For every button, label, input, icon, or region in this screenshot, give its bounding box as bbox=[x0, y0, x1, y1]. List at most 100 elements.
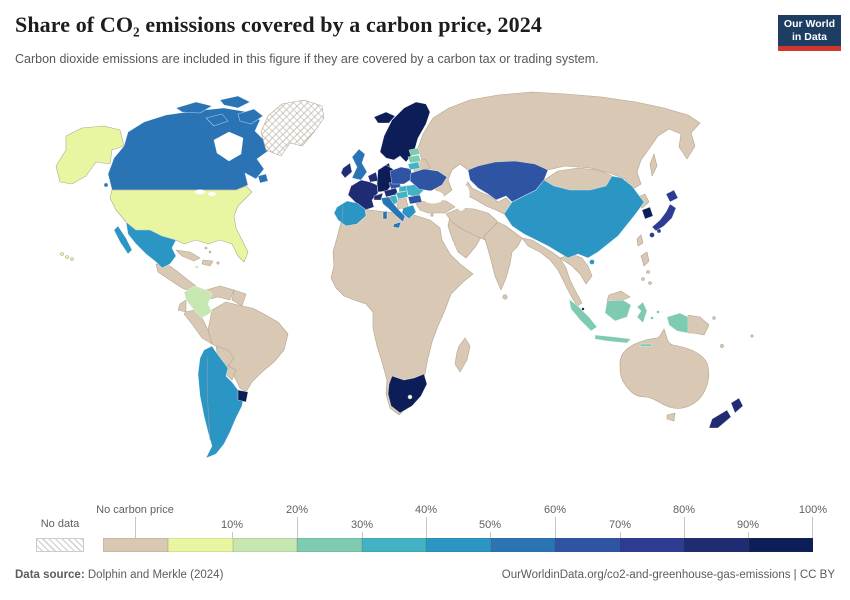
legend-bin-80-90[interactable] bbox=[684, 538, 749, 552]
legend-bin-30-40[interactable] bbox=[361, 538, 426, 552]
country-mexico[interactable] bbox=[125, 221, 177, 269]
canada-arctic-island[interactable] bbox=[205, 113, 229, 127]
region-mainland-southeast-asia[interactable] bbox=[521, 237, 583, 307]
country-bulgaria[interactable] bbox=[407, 194, 423, 205]
indonesia-java[interactable] bbox=[594, 334, 632, 344]
country-china[interactable] bbox=[503, 175, 645, 259]
china-hainan[interactable] bbox=[589, 259, 595, 265]
mexico-baja[interactable] bbox=[113, 225, 133, 255]
italy-sicily[interactable] bbox=[392, 221, 402, 229]
country-cyprus[interactable] bbox=[430, 213, 434, 217]
new-zealand-north-island[interactable] bbox=[730, 397, 744, 414]
legend-no-data-swatch[interactable] bbox=[36, 538, 84, 552]
indonesia-maluku[interactable] bbox=[656, 310, 660, 314]
caribbean-island[interactable] bbox=[216, 261, 220, 265]
canada-arctic-island[interactable] bbox=[175, 101, 213, 114]
country-ukraine[interactable] bbox=[409, 168, 448, 192]
country-ecuador[interactable] bbox=[177, 299, 187, 313]
country-south-korea[interactable] bbox=[641, 206, 654, 220]
legend-bin-50-60[interactable] bbox=[490, 538, 555, 552]
legend-bin-10-20[interactable] bbox=[232, 538, 297, 552]
canada-arctic-island[interactable] bbox=[237, 108, 264, 125]
country-iceland[interactable] bbox=[373, 111, 396, 124]
region-guyanas[interactable] bbox=[231, 289, 247, 307]
country-papua-new-guinea[interactable] bbox=[687, 314, 710, 336]
indonesia-maluku[interactable] bbox=[650, 316, 654, 320]
japan-hokkaido[interactable] bbox=[665, 189, 679, 203]
japan-shikoku[interactable] bbox=[656, 228, 662, 234]
owid-logo-line2: in Data bbox=[791, 30, 827, 43]
caspian-sea bbox=[456, 185, 470, 211]
country-canada[interactable] bbox=[107, 107, 269, 191]
usa-hawaii[interactable] bbox=[70, 257, 74, 261]
country-switzerland[interactable] bbox=[373, 192, 384, 201]
country-lesotho[interactable] bbox=[407, 394, 413, 400]
country-ireland[interactable] bbox=[340, 162, 353, 179]
region-benelux[interactable] bbox=[367, 171, 379, 183]
indonesia-west-papua[interactable] bbox=[666, 312, 689, 334]
country-greenland[interactable] bbox=[260, 99, 325, 157]
country-jamaica[interactable] bbox=[193, 265, 200, 270]
country-tasmania[interactable] bbox=[666, 412, 676, 422]
country-russia[interactable] bbox=[417, 91, 701, 197]
philippines-island[interactable] bbox=[641, 277, 645, 281]
page-subtitle: Carbon dioxide emissions are included in… bbox=[15, 52, 599, 66]
country-colombia[interactable] bbox=[183, 285, 213, 319]
country-sri-lanka[interactable] bbox=[502, 294, 508, 300]
country-lithuania[interactable] bbox=[407, 161, 421, 171]
country-peru[interactable] bbox=[183, 309, 213, 345]
country-singapore[interactable] bbox=[581, 307, 585, 311]
legend-bin-no-carbon-price[interactable] bbox=[103, 538, 168, 552]
country-cuba[interactable] bbox=[175, 249, 201, 262]
legend-tick-label: 90% bbox=[736, 519, 760, 531]
usa-alaska[interactable] bbox=[55, 125, 125, 185]
country-sakhalin[interactable] bbox=[649, 153, 658, 177]
pacific-island[interactable] bbox=[720, 344, 724, 348]
region-malaysia-borneo[interactable] bbox=[606, 290, 631, 302]
legend-bin-70-80[interactable] bbox=[619, 538, 684, 552]
country-madagascar[interactable] bbox=[454, 337, 471, 373]
pacific-island[interactable] bbox=[750, 334, 754, 338]
country-philippines[interactable] bbox=[640, 251, 650, 267]
country-australia[interactable] bbox=[619, 328, 710, 409]
legend-bin-20-30[interactable] bbox=[297, 538, 362, 552]
country-india[interactable] bbox=[483, 221, 523, 291]
great-lakes bbox=[208, 192, 216, 196]
canada-newfoundland[interactable] bbox=[257, 173, 269, 184]
italy-sardinia[interactable] bbox=[382, 210, 388, 220]
country-uk[interactable] bbox=[351, 148, 368, 181]
canada-arctic-island[interactable] bbox=[219, 95, 251, 109]
country-italy[interactable] bbox=[380, 196, 406, 223]
legend-bin-40-50[interactable] bbox=[426, 538, 491, 552]
indonesia-sulawesi[interactable] bbox=[636, 301, 648, 324]
philippines-island[interactable] bbox=[646, 270, 650, 274]
caribbean-island[interactable] bbox=[208, 250, 212, 254]
country-greece[interactable] bbox=[401, 204, 417, 220]
philippines-island[interactable] bbox=[648, 281, 652, 285]
indonesia-lesser-sunda[interactable] bbox=[639, 343, 653, 347]
japan-honshu[interactable] bbox=[651, 203, 677, 232]
legend-bin-60-70[interactable] bbox=[555, 538, 620, 552]
country-poland[interactable] bbox=[389, 166, 413, 185]
country-uruguay[interactable] bbox=[237, 389, 249, 403]
legend-bin-90-100[interactable] bbox=[748, 538, 813, 552]
canada-vancouver-island[interactable] bbox=[103, 182, 109, 188]
country-latvia[interactable] bbox=[407, 154, 422, 164]
japan-kyushu[interactable] bbox=[649, 232, 655, 238]
indonesia-sumatra[interactable] bbox=[568, 298, 598, 332]
country-estonia[interactable] bbox=[408, 147, 421, 157]
new-zealand-south-island[interactable] bbox=[708, 409, 732, 429]
caribbean-island[interactable] bbox=[204, 246, 208, 250]
legend-bin-0-10[interactable] bbox=[168, 538, 233, 552]
legend-tick bbox=[555, 517, 556, 538]
indonesia-kalimantan[interactable] bbox=[604, 299, 632, 322]
country-south-africa[interactable] bbox=[387, 373, 428, 414]
country-taiwan[interactable] bbox=[636, 234, 644, 247]
country-hispaniola[interactable] bbox=[201, 259, 214, 267]
usa-hawaii[interactable] bbox=[60, 252, 64, 256]
pacific-island[interactable] bbox=[712, 316, 716, 320]
region-scandinavia[interactable] bbox=[379, 101, 431, 163]
usa-hawaii[interactable] bbox=[65, 255, 69, 259]
legend-tick-label: 50% bbox=[478, 519, 502, 531]
owid-logo[interactable]: Our World in Data bbox=[778, 15, 841, 51]
